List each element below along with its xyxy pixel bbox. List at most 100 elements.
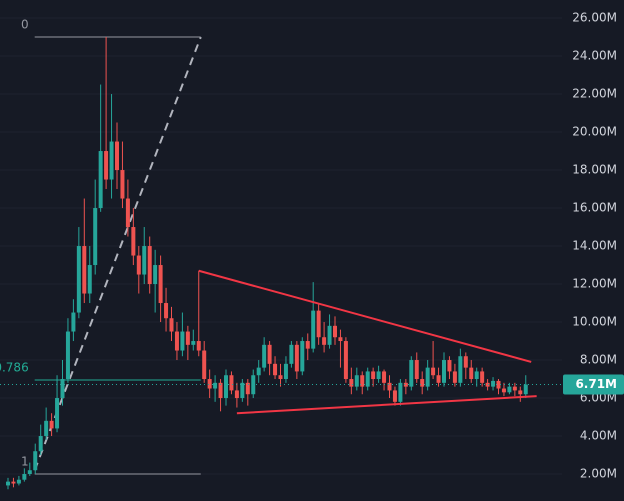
candle-body: [164, 303, 169, 319]
price-box: [563, 374, 624, 395]
candle-body: [420, 379, 425, 387]
candle-body: [289, 344, 294, 364]
candle-body: [174, 331, 179, 351]
candle-body: [60, 379, 65, 399]
candle-body: [245, 382, 250, 395]
candle-body: [409, 360, 414, 387]
candle-body: [463, 356, 468, 368]
candle-body: [480, 371, 485, 383]
candle-body: [98, 151, 103, 209]
y-tick-label: 24.00M: [572, 49, 617, 63]
candle-body: [120, 170, 125, 199]
candle-body: [338, 337, 343, 342]
candle-body: [311, 310, 316, 349]
candle-body: [300, 341, 305, 372]
candle-body: [256, 367, 261, 376]
candle-body: [207, 379, 212, 389]
candle-body: [518, 390, 523, 395]
candle-body: [33, 451, 38, 471]
candle-body: [523, 384, 528, 395]
y-tick-label: 14.00M: [572, 239, 617, 253]
candle-body: [136, 255, 141, 275]
fib-label: 1: [21, 455, 29, 469]
candle-body: [82, 246, 87, 294]
candle-body: [153, 265, 158, 285]
candle-body: [267, 344, 272, 364]
candle-body: [11, 481, 16, 484]
candle-body: [229, 375, 234, 391]
candle-body: [398, 382, 403, 402]
y-tick-label: 20.00M: [572, 125, 617, 139]
candle-body: [349, 379, 354, 387]
candle-body: [142, 246, 147, 275]
candle-body: [55, 398, 60, 429]
candle-body: [442, 360, 446, 383]
candle-body: [392, 390, 397, 402]
candle-body: [316, 310, 321, 338]
candle-body: [131, 227, 136, 256]
candle-body: [273, 363, 278, 376]
trendline: [236, 395, 537, 415]
candle-body: [431, 367, 436, 376]
candle-body: [27, 470, 32, 475]
candle-body: [93, 208, 98, 266]
candle-body: [65, 331, 70, 380]
y-tick-label: 8.00M: [580, 353, 617, 367]
candle-body: [147, 246, 152, 285]
y-tick-label: 10.00M: [572, 315, 617, 329]
y-tick-label: 16.00M: [572, 201, 617, 215]
candle-body: [234, 390, 239, 399]
candle-body: [76, 246, 81, 313]
y-tick-label: 26.00M: [572, 11, 617, 25]
candle-body: [354, 375, 359, 387]
candle-body: [496, 380, 501, 389]
candle-body: [458, 356, 463, 383]
candle-body: [447, 360, 452, 372]
price-label: 6.71M: [575, 377, 617, 391]
candle-body: [327, 325, 332, 345]
fib-label: 0: [21, 18, 29, 32]
candle-body: [38, 436, 43, 452]
candle-body: [507, 386, 512, 393]
candle-body: [365, 371, 370, 387]
y-tick-label: 22.00M: [572, 87, 617, 101]
fib-label: 0.786: [0, 360, 29, 374]
candle-body: [158, 265, 163, 304]
y-tick-label: 12.00M: [572, 277, 617, 291]
candle-body: [371, 371, 376, 380]
candle-body: [6, 481, 10, 486]
candle-body: [387, 382, 392, 391]
candle-body: [501, 388, 506, 393]
candle-body: [115, 141, 119, 171]
candle-body: [185, 331, 190, 345]
trendline: [198, 269, 532, 363]
candle-body: [436, 375, 441, 383]
candle-body: [240, 382, 245, 399]
candle-body: [376, 371, 381, 380]
candle-body: [109, 141, 114, 180]
candle-body: [491, 380, 496, 387]
candle-body: [125, 198, 130, 228]
candle-body: [278, 375, 283, 380]
candle-body: [283, 363, 288, 380]
candle-body: [180, 331, 185, 351]
candle-body: [251, 375, 256, 395]
candle-body: [343, 341, 348, 380]
candle-body: [452, 371, 457, 383]
candle-body: [474, 371, 479, 380]
candle-body: [512, 386, 517, 391]
candle-body: [213, 382, 218, 389]
candle-body: [22, 474, 27, 480]
y-tick-label: 18.00M: [572, 163, 617, 177]
candle-body: [87, 265, 92, 294]
candle-body: [49, 420, 54, 429]
candle-body: [169, 318, 174, 332]
candle-body: [191, 341, 196, 345]
candle-body: [196, 341, 201, 351]
candle-body: [469, 367, 474, 380]
candle-body: [360, 375, 365, 387]
candle-body: [322, 337, 327, 345]
